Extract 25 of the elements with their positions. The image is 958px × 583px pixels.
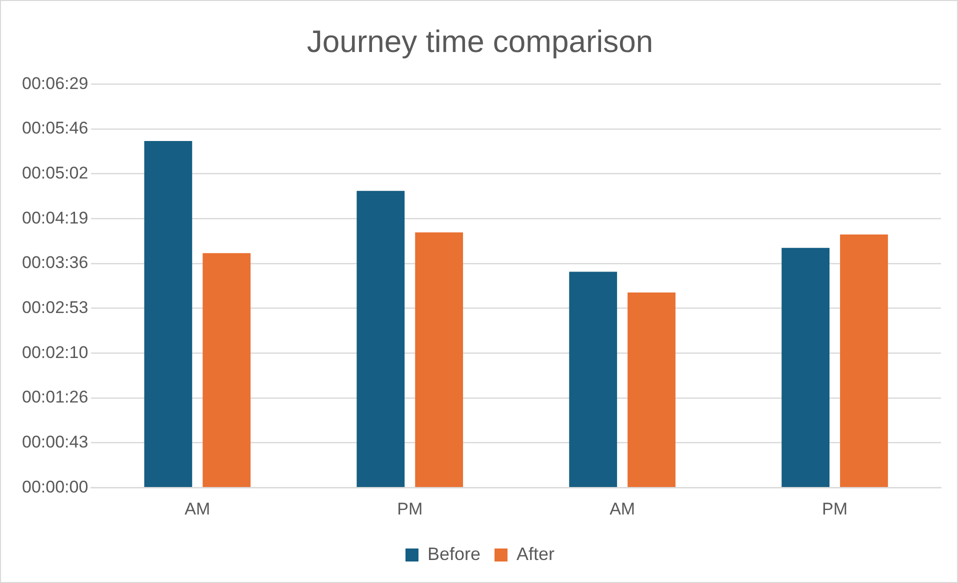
y-tick-label: 00:01:26 [22, 388, 88, 407]
y-tick-label: 00:05:02 [22, 164, 88, 183]
y-tick-label: 00:00:43 [22, 432, 88, 452]
bar [202, 253, 251, 487]
y-tick-label: 00:04:19 [22, 208, 88, 228]
x-tick-label: PM [397, 499, 423, 518]
bar [144, 141, 192, 487]
y-tick-label: 00:05:46 [22, 118, 88, 138]
chart-title: Journey time comparison [306, 24, 654, 60]
y-tick-label: 00:06:29 [22, 74, 88, 93]
bar [569, 272, 618, 487]
bar [356, 190, 405, 487]
y-tick-label: 00:02:53 [22, 298, 88, 317]
bar [782, 248, 830, 487]
y-tick-label: 00:02:10 [22, 342, 88, 362]
y-tick-label: 00:00:00 [22, 477, 88, 496]
y-tick-label: 00:03:36 [22, 253, 88, 272]
bar [415, 232, 464, 487]
legend-label: Before [427, 544, 481, 564]
x-tick-label: PM [822, 499, 848, 518]
x-tick-label: AM [184, 499, 210, 518]
x-tick-label: AM [610, 499, 636, 518]
legend-label: After [516, 544, 555, 564]
bar [840, 234, 888, 487]
bar [628, 292, 676, 487]
